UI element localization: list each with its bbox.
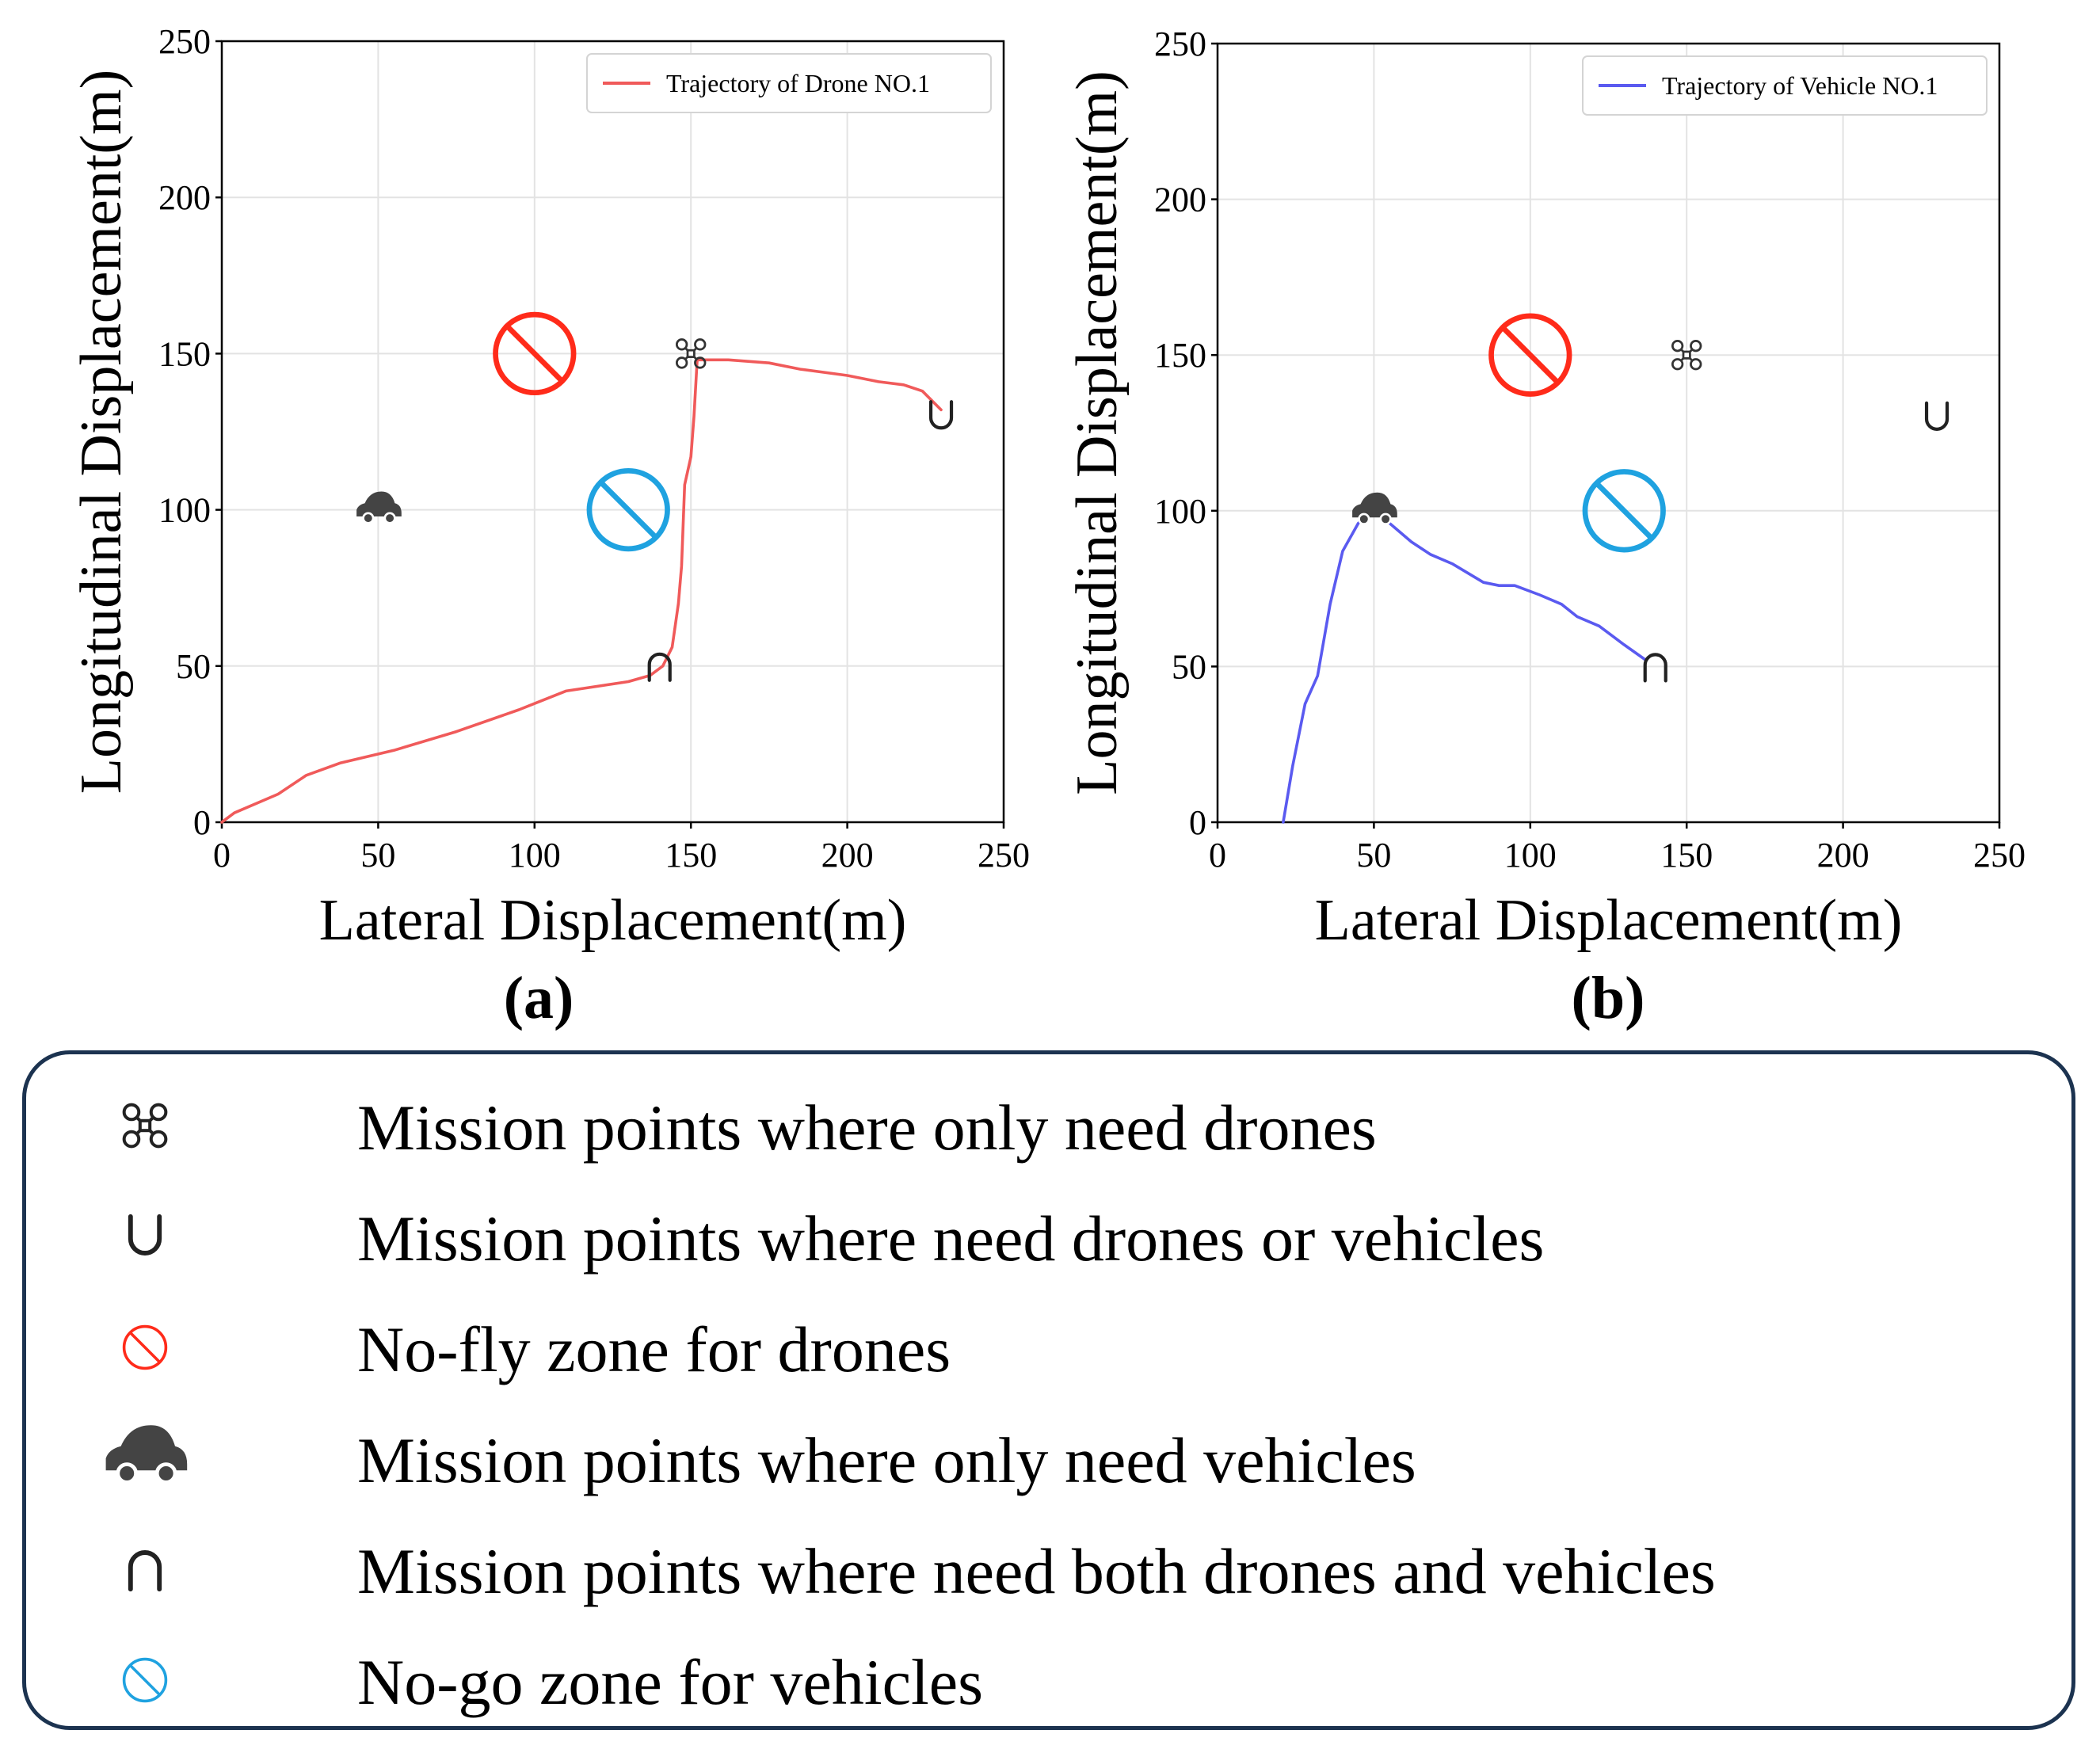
y-tick-label: 50 [176, 647, 211, 686]
marker-cup-icon [1924, 401, 1949, 431]
y-axis-title: Longitudinal Displacement(m) [1065, 70, 1130, 795]
legend-icon-group [128, 1550, 162, 1592]
panel-caption: (b) [1572, 965, 1645, 1031]
x-axis-title: Lateral Displacement(m) [319, 888, 907, 953]
y-tick-label: 100 [158, 491, 211, 530]
marker-cap-icon [647, 652, 672, 682]
marker-no-go-icon [586, 467, 670, 552]
cap-icon [128, 1550, 162, 1592]
legend-label-vehicle-only: Mission points where only need vehicles [357, 1424, 1416, 1496]
x-tick-label: 200 [821, 836, 874, 874]
trajectory-line [1282, 509, 1648, 824]
x-tick-label: 150 [1660, 836, 1713, 874]
panel-caption: (a) [504, 965, 574, 1031]
legend-frame [1582, 55, 1988, 116]
marker-car-icon [356, 491, 402, 524]
legend-row-drone-only: Mission points where only need drones [26, 1082, 2071, 1169]
drone-icon [122, 1103, 168, 1149]
no-go-icon [122, 1657, 168, 1703]
legend-row-no-go: No-go zone for vehicles [26, 1637, 2071, 1724]
series-legend: Trajectory of Drone NO.1 [586, 53, 992, 113]
legend-icon-group [105, 1425, 188, 1484]
marker-cap-icon [1643, 653, 1667, 683]
x-tick-label: 50 [360, 836, 395, 874]
legend-icon-group [128, 1214, 162, 1256]
marker-cup-icon [928, 400, 954, 430]
legend-row-no-fly: No-fly zone for drones [26, 1304, 2071, 1391]
legend-row-drone-or-vehicle: Mission points where need drones or vehi… [26, 1193, 2071, 1280]
legend-row-both: Mission points where need both drones an… [26, 1526, 2071, 1613]
chart-panel-b: 0 50 100 150 200 250 0 50 100 150 200 250 Lateral Di… [1065, 25, 2026, 1031]
y-tick-label: 150 [1154, 336, 1206, 375]
legend-icon-group [122, 1103, 168, 1149]
y-tick-label: 250 [158, 22, 211, 61]
series-legend: Trajectory of Vehicle NO.1 [1582, 55, 1988, 116]
x-tick-label: 0 [213, 836, 231, 874]
x-tick-label: 100 [509, 836, 561, 874]
axes-frame [1216, 42, 2001, 824]
cup-icon [128, 1214, 162, 1256]
x-tick-label: 50 [1356, 836, 1391, 874]
trajectory-line [220, 358, 943, 824]
car-icon [105, 1425, 188, 1484]
y-tick-label: 200 [1154, 181, 1206, 219]
legend-label: Trajectory of Drone NO.1 [666, 69, 930, 97]
figure-canvas: 0 50 100 150 200 250 0 50 100 150 200 250 Lateral Di… [69, 22, 2026, 1031]
x-tick-label: 250 [978, 836, 1030, 874]
marker-no-fly-icon [1488, 313, 1572, 397]
legend-label-drone-or-vehicle: Mission points where need drones or vehi… [357, 1202, 1545, 1275]
y-tick-label: 150 [158, 334, 211, 373]
y-tick-label: 200 [158, 178, 211, 217]
legend-label-no-fly: No-fly zone for drones [357, 1313, 951, 1385]
marker-drone-icon [1671, 339, 1702, 371]
legend-icon-group [122, 1324, 168, 1370]
y-tick-label: 50 [1172, 647, 1206, 686]
x-tick-label: 150 [665, 836, 717, 874]
y-tick-label: 0 [1189, 803, 1206, 842]
x-tick-label: 100 [1504, 836, 1557, 874]
axes-frame [220, 40, 1005, 824]
marker-no-go-icon [1582, 469, 1666, 553]
y-tick-label: 100 [1154, 492, 1206, 531]
chart-panel-a: 0 50 100 150 200 250 0 50 100 150 200 250 Lateral Di… [69, 22, 1030, 1031]
y-axis-title: Longitudinal Displacement(m) [69, 70, 134, 794]
legend-label-no-go: No-go zone for vehicles [357, 1646, 984, 1718]
x-tick-label: 250 [1973, 836, 2026, 874]
legend-label-both: Mission points where need both drones an… [357, 1535, 1716, 1607]
x-tick-label: 0 [1209, 836, 1226, 874]
marker-no-fly-icon [493, 311, 577, 396]
y-tick-label: 0 [193, 803, 211, 842]
legend-frame [586, 53, 992, 113]
marker-car-icon [1352, 492, 1397, 525]
symbol-legend: Mission points where only need drones Mi… [22, 1050, 2075, 1730]
legend-row-vehicle-only: Mission points where only need vehicles [26, 1415, 2071, 1502]
no-fly-icon [122, 1324, 168, 1370]
x-tick-label: 200 [1817, 836, 1869, 874]
legend-icon-group [122, 1657, 168, 1703]
legend-label: Trajectory of Vehicle NO.1 [1662, 71, 1938, 100]
x-axis-title: Lateral Displacement(m) [1315, 888, 1903, 953]
y-tick-label: 250 [1154, 25, 1206, 63]
legend-label-drone-only: Mission points where only need drones [357, 1092, 1377, 1164]
marker-drone-icon [675, 338, 707, 369]
